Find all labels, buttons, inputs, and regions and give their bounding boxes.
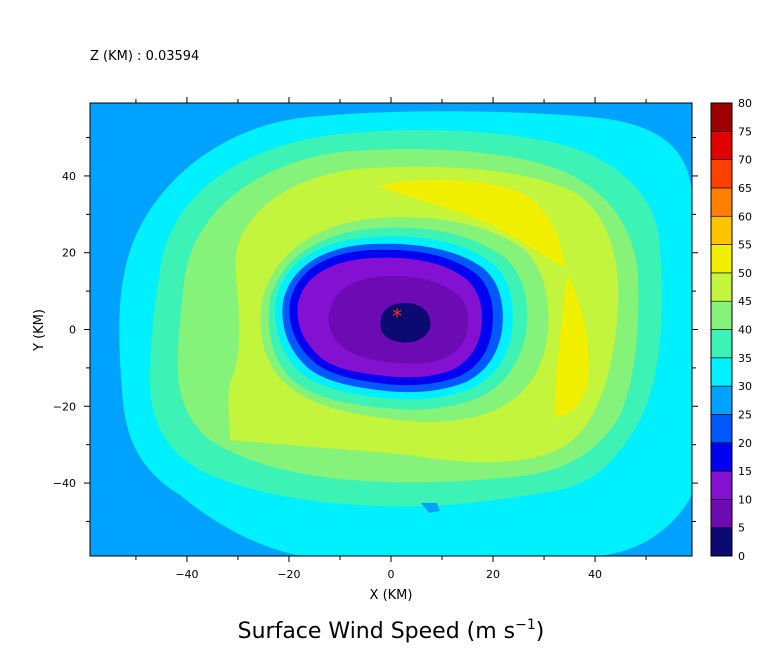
colorbar-segment <box>710 527 733 557</box>
colorbar-label: 5 <box>738 522 745 535</box>
x-tick-label: −20 <box>277 568 300 581</box>
chart-title: Surface Wind Speed (m s−1) <box>238 617 545 644</box>
x-axis: −40 −20 0 20 40 <box>135 97 647 581</box>
storm-center-marker: * <box>392 304 402 328</box>
z-level-label: Z (KM) : 0.03594 <box>90 49 199 64</box>
colorbar-label: 25 <box>738 408 752 421</box>
colorbar-label: 65 <box>738 182 752 195</box>
colorbar-label: 75 <box>738 125 752 138</box>
colorbar-label: 35 <box>738 352 752 365</box>
colorbar-segment <box>710 300 733 330</box>
colorbar-segment <box>710 357 733 387</box>
colorbar-segment <box>710 385 733 415</box>
x-tick-label: −40 <box>175 568 198 581</box>
colorbar-segment <box>710 272 733 302</box>
colorbar-label: 40 <box>738 324 752 337</box>
y-tick-label: 40 <box>62 170 76 183</box>
chart-title-exponent: −1 <box>515 617 536 633</box>
colorbar-label: 30 <box>738 380 752 393</box>
colorbar-label: 55 <box>738 239 752 252</box>
y-tick-label: 20 <box>62 247 76 260</box>
colorbar-segment <box>710 187 733 217</box>
colorbar-label: 45 <box>738 295 752 308</box>
colorbar-label: 80 <box>738 97 752 110</box>
colorbar-frame <box>710 102 733 557</box>
colorbar-label: 10 <box>738 493 752 506</box>
fill-25-spot <box>421 503 440 513</box>
colorbar: 0 5 10 15 20 25 30 35 40 45 50 55 60 65 70 75 80 <box>710 97 752 563</box>
x-tick-label: 20 <box>486 568 500 581</box>
colorbar-label: 20 <box>738 437 752 450</box>
colorbar-segment <box>710 470 733 500</box>
contour-field <box>90 103 692 556</box>
colorbar-segment <box>710 442 733 472</box>
colorbar-segment <box>710 131 733 160</box>
colorbar-label: 15 <box>738 465 752 478</box>
y-axis-label: Y (KM) <box>32 309 47 352</box>
x-axis-label: X (KM) <box>370 588 413 603</box>
colorbar-label: 0 <box>738 550 745 563</box>
y-tick-label: 0 <box>69 324 76 337</box>
fill-50-top <box>378 179 565 268</box>
colorbar-segment <box>710 499 733 528</box>
x-tick-label: 0 <box>388 568 395 581</box>
chart-title-main: Surface Wind Speed (m s <box>238 619 516 644</box>
chart-title-suffix: ) <box>536 619 545 644</box>
colorbar-segment <box>710 244 733 274</box>
fill-50-right <box>555 275 589 418</box>
y-tick-label: −40 <box>53 477 76 490</box>
colorbar-segment <box>710 159 733 189</box>
fill-0 <box>380 303 431 343</box>
colorbar-segment <box>710 414 733 444</box>
y-axis: 40 20 0 −20 −40 <box>53 137 698 522</box>
y-tick-label: −20 <box>53 400 76 413</box>
colorbar-segment <box>710 329 733 359</box>
colorbar-label: 70 <box>738 154 752 167</box>
colorbar-segment <box>710 102 733 132</box>
colorbar-label: 60 <box>738 210 752 223</box>
colorbar-label: 50 <box>738 267 752 280</box>
x-tick-label: 40 <box>588 568 602 581</box>
colorbar-segment <box>710 215 733 245</box>
